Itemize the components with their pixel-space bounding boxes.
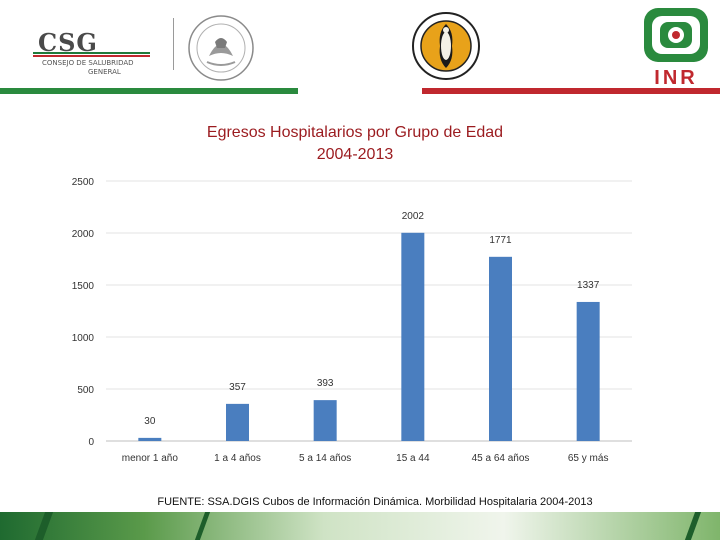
header-divider	[173, 18, 174, 70]
bar	[401, 232, 425, 441]
csg-logo-subtitle-2: GENERAL	[88, 68, 121, 76]
y-tick-label: 2000	[72, 229, 95, 240]
bar	[313, 400, 337, 441]
x-axis-labels: menor 1 año 1 a 4 años 5 a 14 años 15 a 44 4…	[122, 453, 609, 464]
y-axis-ticks: 0 500 1000 1500 2000 2500	[72, 177, 95, 448]
source-note: FUENTE: SSA.DGIS Cubos de Información Di…	[157, 496, 593, 508]
inr-logo-icon: INR	[644, 8, 708, 88]
data-labels: 30 357 393 2002 1771 1337	[144, 211, 599, 427]
x-tick-label: 45 a 64 años	[472, 453, 530, 464]
mexico-seal-icon	[188, 15, 254, 81]
y-tick-label: 2500	[72, 177, 95, 188]
bar-data-label: 30	[144, 416, 156, 427]
bar	[489, 256, 512, 441]
bar-data-label: 1337	[577, 280, 600, 291]
bars	[138, 232, 600, 441]
chart-subtitle: 2004-2013	[316, 146, 394, 163]
chart-title: Egresos Hospitalarios por Grupo de Edad	[206, 124, 504, 141]
x-tick-label: 15 a 44	[396, 453, 430, 464]
bar-data-label: 2002	[402, 211, 425, 222]
bar	[226, 403, 249, 441]
y-tick-label: 1500	[72, 281, 95, 292]
csg-logo-stripe-green	[33, 52, 150, 54]
header-accent-bar-green	[0, 88, 298, 94]
x-tick-label: 1 a 4 años	[214, 453, 261, 464]
inr-logo-text: INR	[654, 67, 697, 88]
y-tick-label: 0	[88, 437, 94, 448]
university-seal-icon	[412, 12, 480, 80]
bar-data-label: 393	[317, 378, 334, 389]
y-tick-label: 1000	[72, 333, 95, 344]
x-tick-label: 65 y más	[568, 453, 609, 464]
gridlines	[106, 180, 632, 442]
bar	[138, 437, 162, 441]
x-tick-label: menor 1 año	[122, 453, 179, 464]
y-tick-label: 500	[77, 385, 94, 396]
bar-data-label: 357	[229, 382, 246, 393]
bar-data-label: 1771	[489, 235, 512, 246]
header-accent-bar-red	[422, 88, 720, 94]
csg-logo-subtitle-1: CONSEJO DE SALUBRIDAD	[42, 59, 134, 67]
csg-logo-stripe-red	[33, 55, 150, 57]
bar	[576, 301, 600, 441]
x-tick-label: 5 a 14 años	[299, 453, 351, 464]
footer-decoration	[0, 512, 720, 540]
